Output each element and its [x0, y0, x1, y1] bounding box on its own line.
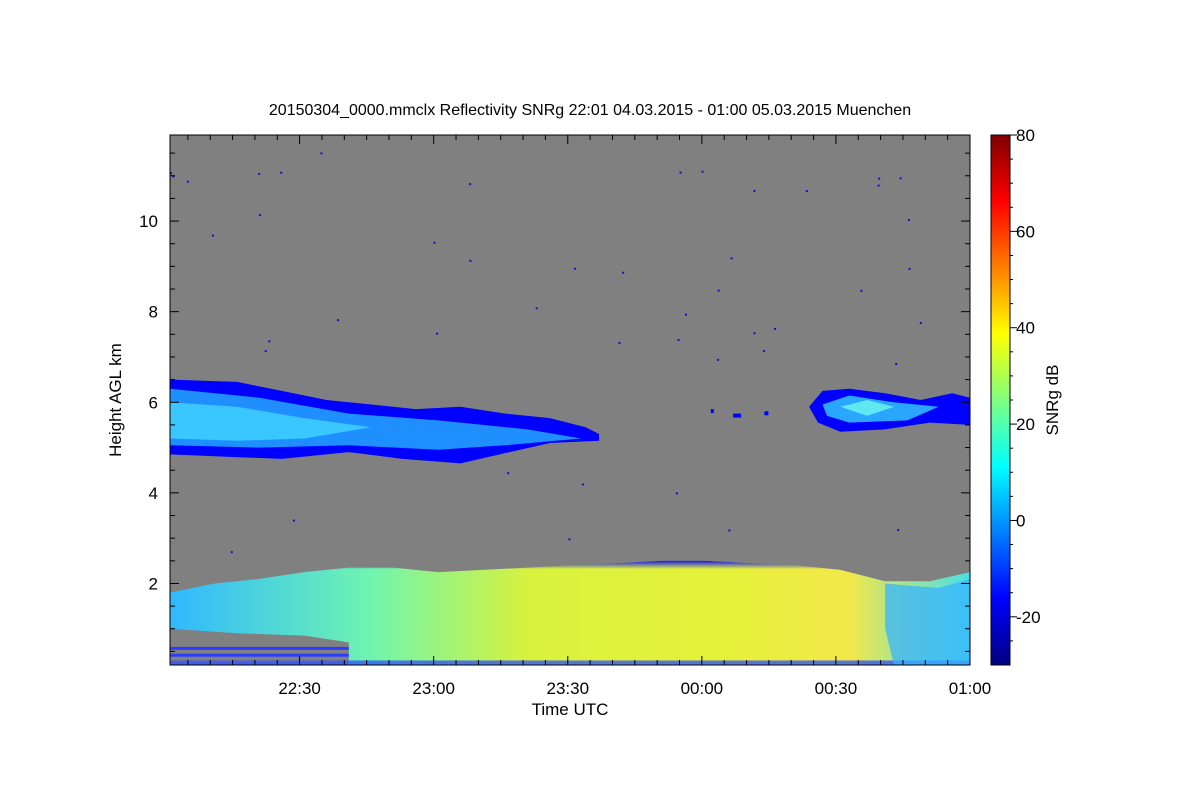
- noise-pixel: [895, 363, 898, 365]
- noise-pixel: [908, 267, 911, 270]
- noise-pixel: [320, 152, 323, 155]
- colorbar-tick-label: 80: [1016, 126, 1035, 145]
- cloud-fragment: [764, 411, 769, 416]
- plot-frame: [169, 134, 971, 666]
- noise-pixel: [618, 342, 621, 344]
- colorbar-tick-label: 60: [1016, 222, 1035, 241]
- surface-band: [170, 646, 349, 650]
- noise-pixel: [469, 183, 472, 186]
- x-tick-label: 00:30: [815, 679, 858, 698]
- colorbar: -20 0 20 40 60 80 SNRg dB: [990, 126, 1062, 666]
- x-tick-label: 23:00: [412, 679, 455, 698]
- noise-pixel: [753, 332, 756, 335]
- noise-pixel: [919, 322, 922, 324]
- noise-pixel: [685, 313, 687, 316]
- noise-pixel: [717, 289, 720, 292]
- x-axis: 22:30 23:00 23:30 00:00 00:30 01:00: [187, 135, 992, 698]
- noise-pixel: [907, 218, 910, 221]
- x-tick-label: 01:00: [949, 679, 992, 698]
- colorbar-tick-label: 40: [1016, 319, 1035, 338]
- noise-pixel: [258, 172, 261, 175]
- noise-pixel: [280, 171, 283, 174]
- noise-pixel: [170, 172, 172, 175]
- colorbar-tick-label: -20: [1016, 608, 1041, 627]
- cloud-fragment: [733, 413, 742, 418]
- y-axis: 2 4 6 8 10: [139, 152, 970, 652]
- noise-pixel: [717, 358, 720, 361]
- noise-pixel: [268, 340, 271, 343]
- colorbar-tick-label: 20: [1016, 415, 1035, 434]
- noise-pixel: [337, 319, 340, 322]
- noise-pixel: [211, 234, 214, 237]
- noise-pixel: [728, 529, 731, 532]
- noise-pixel: [568, 538, 571, 541]
- noise-pixel: [679, 171, 682, 174]
- noise-pixel: [292, 519, 295, 522]
- y-axis-label: Height AGL km: [106, 343, 125, 457]
- y-tick-label: 10: [139, 212, 158, 231]
- noise-pixel: [753, 189, 756, 192]
- noise-pixel: [675, 492, 678, 495]
- noise-pixel: [701, 170, 704, 173]
- noise-pixel: [507, 472, 510, 475]
- upper-cloud-core: [170, 402, 372, 441]
- noise-pixel: [574, 267, 576, 270]
- x-axis-label: Time UTC: [532, 700, 609, 719]
- noise-pixel: [469, 259, 472, 262]
- noise-pixel: [264, 350, 267, 353]
- x-tick-label: 23:30: [546, 679, 589, 698]
- noise-pixel: [535, 307, 538, 310]
- noise-pixel: [878, 177, 881, 180]
- noise-pixel: [230, 551, 233, 554]
- noise-pixel: [899, 177, 902, 180]
- low-layer-edge: [885, 578, 970, 665]
- noise-pixel: [877, 184, 880, 187]
- noise-pixel: [172, 175, 175, 178]
- colorbar-gradient: [990, 134, 1011, 666]
- noise-pixel: [186, 180, 189, 183]
- colorbar-label: SNRg dB: [1043, 365, 1062, 436]
- x-tick-label: 00:00: [681, 679, 724, 698]
- noise-pixel: [677, 338, 680, 341]
- noise-pixel: [762, 350, 765, 352]
- noise-pixel: [860, 289, 863, 292]
- noise-pixel: [433, 241, 436, 244]
- surface-band: [170, 660, 970, 665]
- y-tick-label: 6: [149, 393, 158, 412]
- upper-cloud-core-late: [840, 400, 894, 416]
- y-tick-label: 4: [149, 484, 158, 503]
- noise-pixel: [730, 257, 733, 260]
- surface-band: [170, 653, 349, 657]
- noise-pixel: [436, 332, 439, 335]
- noise-pixel: [805, 190, 808, 192]
- x-tick-label: 22:30: [278, 679, 321, 698]
- y-tick-label: 2: [149, 574, 158, 593]
- plot-area: [170, 135, 970, 665]
- noise-pixel: [622, 271, 625, 274]
- noise-pixel: [897, 529, 900, 532]
- y-tick-label: 8: [149, 303, 158, 322]
- noise-pixel: [774, 328, 777, 330]
- low-layer-top-edge: [170, 560, 970, 665]
- cloud-fragment: [710, 409, 714, 414]
- chart-title: 20150304_0000.mmclx Reflectivity SNRg 22…: [269, 102, 911, 119]
- noise-pixel: [581, 483, 584, 486]
- noise-pixel: [258, 214, 261, 217]
- colorbar-tick-label: 0: [1016, 511, 1025, 530]
